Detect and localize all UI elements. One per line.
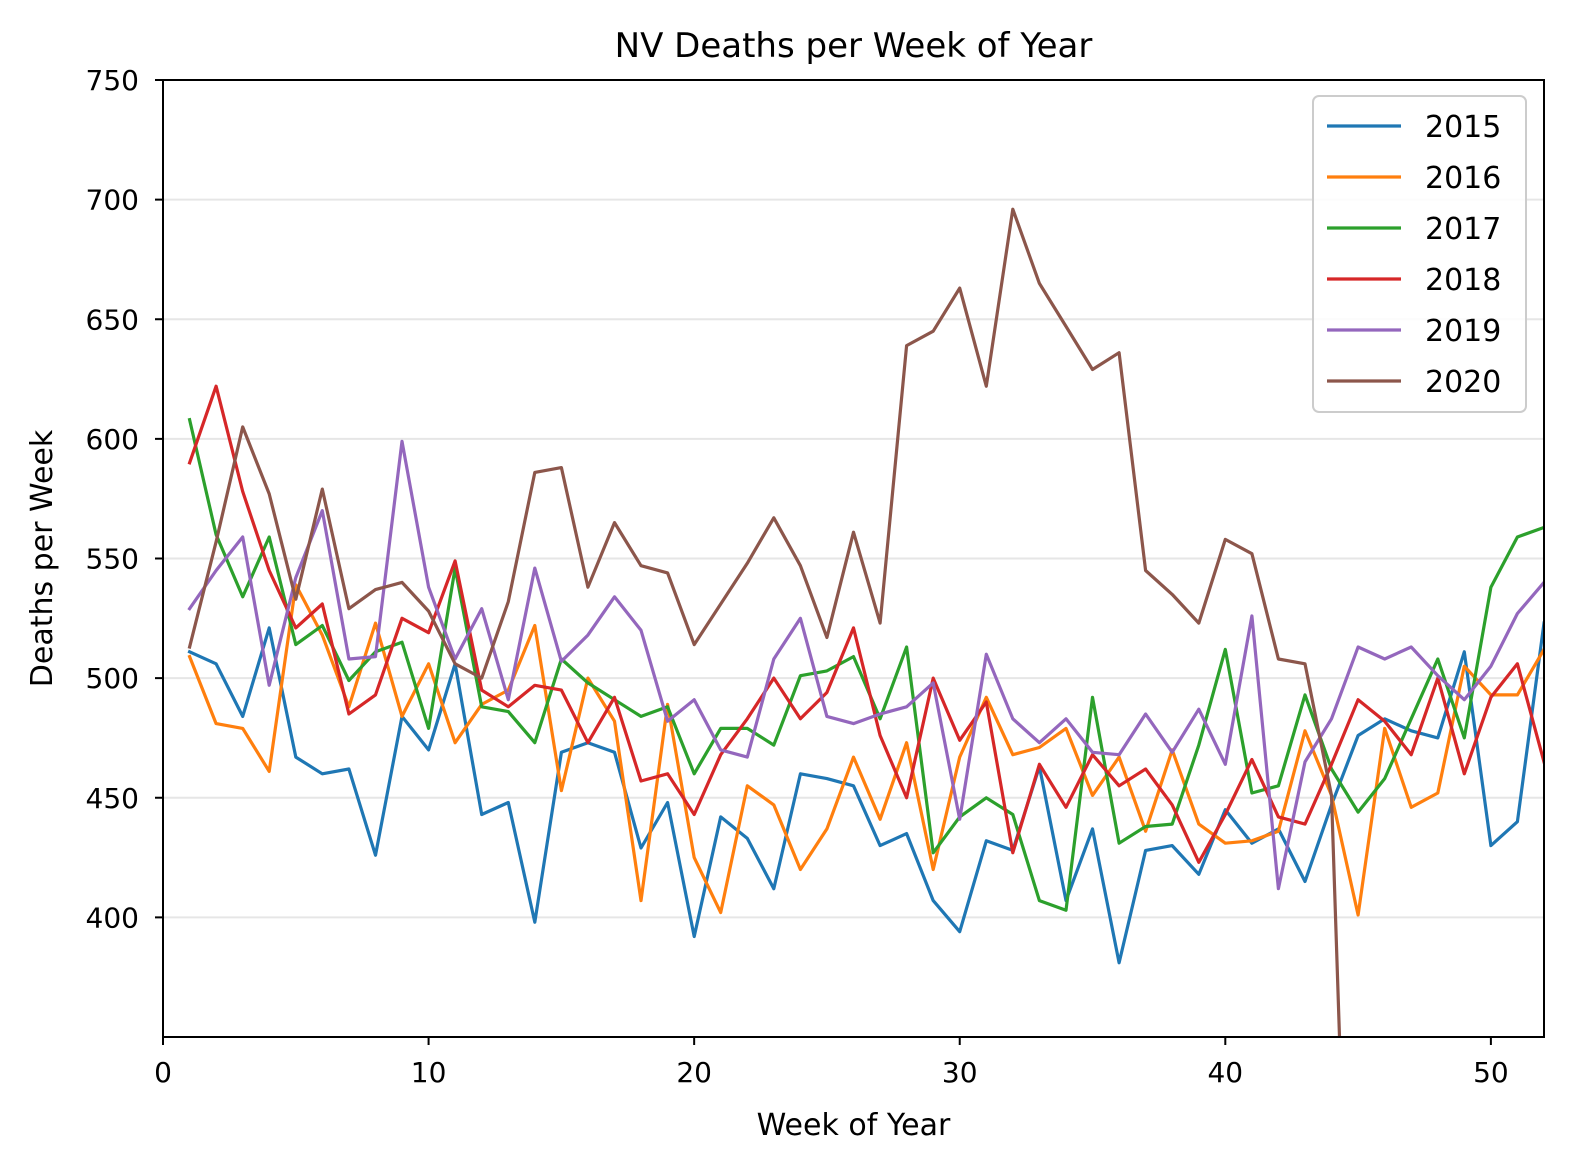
legend-label-2016: 2016: [1425, 161, 1501, 196]
x-tick-label: 0: [154, 1056, 172, 1089]
x-tick-label: 40: [1207, 1056, 1243, 1089]
x-tick-label: 50: [1473, 1056, 1509, 1089]
series-line-2019: [187, 439, 1544, 891]
legend-label-2019: 2019: [1425, 314, 1501, 349]
x-tick-label: 20: [676, 1056, 712, 1089]
series-line-2018: [187, 384, 1544, 864]
legend-label-2017: 2017: [1425, 212, 1501, 247]
y-axis-label: Deaths per Week: [25, 429, 60, 687]
y-tick-label: 700: [86, 184, 139, 217]
series-line-2020: [187, 207, 1342, 1037]
legend-label-2015: 2015: [1425, 110, 1501, 145]
x-tick-label: 30: [942, 1056, 978, 1089]
y-tick-label: 600: [86, 423, 139, 456]
axis-ticks: 0 10 20 30 40 50 400 450 500 550 600 650 700 750: [86, 64, 1509, 1089]
series-line-2015: [187, 621, 1544, 965]
chart-title: NV Deaths per Week of Year: [615, 26, 1093, 66]
x-tick-label: 10: [411, 1056, 447, 1089]
y-tick-label: 450: [86, 782, 139, 815]
series-lines: [187, 207, 1544, 1037]
y-tick-label: 400: [86, 901, 139, 934]
x-axis-label: Week of Year: [757, 1108, 951, 1143]
legend-box: [1312, 95, 1527, 413]
y-tick-label: 650: [86, 303, 139, 336]
y-tick-label: 750: [86, 64, 139, 97]
y-tick-label: 500: [86, 662, 139, 695]
legend-label-2020: 2020: [1425, 365, 1501, 400]
y-tick-label: 550: [86, 543, 139, 576]
legend-label-2018: 2018: [1425, 263, 1501, 298]
legend: 2015 2016 2017 2018 2019 2020: [1312, 95, 1527, 413]
